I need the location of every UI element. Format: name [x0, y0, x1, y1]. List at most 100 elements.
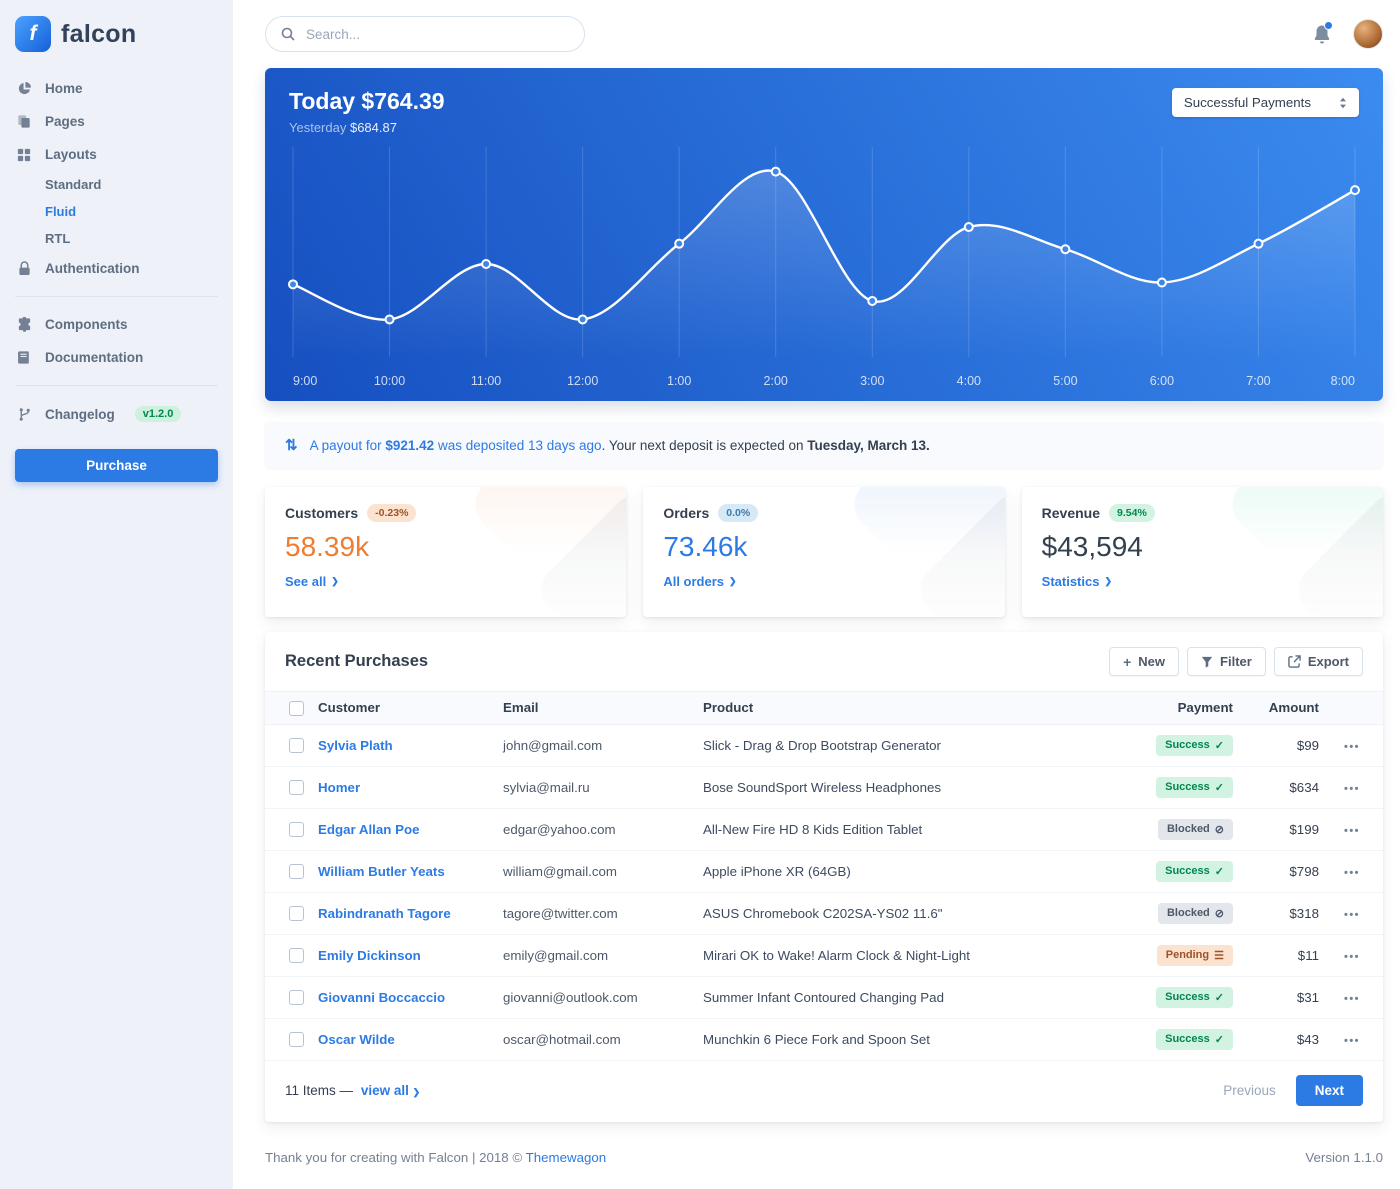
filter-funnel-icon	[1201, 656, 1213, 668]
customer-link[interactable]: Giovanni Boccaccio	[318, 989, 446, 1005]
column-header-customer[interactable]: Customer	[306, 691, 491, 725]
yesterday-total: Yesterday $684.87	[289, 120, 397, 135]
payment-status-badge: Success ✓	[1156, 1028, 1233, 1050]
chart-wrap: 9:00 10:00 11:00 12:00 1:00 2:00 3:00 4:00 5:00 6…	[265, 135, 1383, 397]
table-header-row: Customer Email Product Payment Amount	[265, 691, 1383, 725]
stat-link[interactable]: Statistics ❯	[1041, 574, 1113, 589]
previous-button[interactable]: Previous	[1223, 1082, 1276, 1098]
row-checkbox[interactable]	[289, 864, 304, 880]
new-button[interactable]: + New	[1109, 647, 1180, 676]
search-input[interactable]	[304, 25, 569, 43]
sidebar-item-label: Components	[45, 317, 128, 332]
row-actions-button[interactable]: •••	[1343, 992, 1361, 1005]
sidebar-item-components[interactable]: Components	[15, 308, 218, 341]
chart-x-label: 5:00	[1053, 374, 1077, 388]
view-all-link[interactable]: view all ❯	[360, 1082, 421, 1098]
row-checkbox[interactable]	[289, 906, 304, 922]
row-actions-button[interactable]: •••	[1343, 824, 1361, 837]
sidebar-item-rtl[interactable]: RTL	[45, 231, 71, 246]
themewagon-link[interactable]: Themewagon	[525, 1149, 607, 1165]
sidebar-item-label: Pages	[45, 114, 85, 129]
chart-x-label: 7:00	[1246, 374, 1270, 388]
row-actions-button[interactable]: •••	[1343, 740, 1361, 753]
chart-point-marker	[577, 314, 588, 325]
main-content: Today $764.39 Yesterday $684.87 Successf…	[233, 0, 1400, 1189]
amount-cell: $31	[1253, 976, 1331, 1019]
email-cell: emily@gmail.com	[491, 934, 691, 977]
purchase-row: Homer sylvia@mail.ru Bose SoundSport Wirel…	[265, 766, 1383, 809]
stat-title: Revenue	[1041, 505, 1101, 521]
chart-point-marker	[963, 222, 974, 233]
sidebar-item-changelog[interactable]: Changelog v1.2.0	[15, 397, 218, 431]
email-cell: giovanni@outlook.com	[491, 976, 691, 1019]
stat-title: Customers	[285, 505, 359, 521]
filter-button[interactable]: Filter	[1187, 647, 1266, 676]
payment-status-badge: Success ✓	[1156, 776, 1233, 798]
select-all-checkbox[interactable]	[289, 700, 304, 716]
page-footer: Thank you for creating with Falcon | 201…	[265, 1150, 1383, 1165]
sidebar-item-home[interactable]: Home	[15, 72, 218, 105]
chart-point-marker	[867, 295, 878, 306]
sidebar-item-authentication[interactable]: Authentication	[15, 252, 218, 285]
notifications-button[interactable]	[1313, 21, 1333, 44]
payment-status-badge: Blocked ⊘	[1157, 818, 1233, 840]
success-icon: ✓	[1214, 1033, 1224, 1046]
chevron-right-icon: ❯	[729, 576, 737, 586]
customer-link[interactable]: Sylvia Plath	[318, 737, 393, 753]
stat-card: Orders 0.0% 73.46k All orders ❯	[643, 487, 1005, 617]
brand-logo[interactable]: f falcon	[15, 0, 218, 72]
row-actions-button[interactable]: •••	[1343, 782, 1361, 795]
customer-link[interactable]: Edgar Allan Poe	[318, 821, 420, 837]
layouts-submenu: Standard Fluid RTL	[15, 171, 218, 252]
stat-title: Orders	[663, 505, 710, 521]
sidebar-item-documentation[interactable]: Documentation	[15, 341, 218, 374]
payout-link[interactable]: A payout for $921.42 was deposited 13 da…	[309, 437, 602, 453]
row-actions-button[interactable]: •••	[1343, 866, 1361, 879]
export-button[interactable]: Export	[1273, 647, 1363, 676]
row-actions-button[interactable]: •••	[1343, 1034, 1361, 1047]
sidebar-item-standard[interactable]: Standard	[45, 177, 102, 192]
user-avatar[interactable]	[1353, 19, 1383, 49]
customer-link[interactable]: Homer	[318, 779, 361, 795]
sidebar: f falcon Home Pages Layouts	[0, 0, 233, 1189]
payment-status-badge: Blocked ⊘	[1157, 902, 1233, 924]
sidebar-nav: Home Pages Layouts Standard Fluid RTL	[15, 72, 218, 482]
stat-card: Revenue 9.54% $43,594 Statistics ❯	[1021, 487, 1383, 617]
row-actions-button[interactable]: •••	[1343, 908, 1361, 921]
row-checkbox[interactable]	[289, 948, 304, 964]
row-checkbox[interactable]	[289, 738, 304, 754]
purchase-button[interactable]: Purchase	[15, 449, 218, 482]
row-checkbox[interactable]	[289, 1032, 304, 1048]
customer-link[interactable]: Oscar Wilde	[318, 1031, 395, 1047]
column-header-product[interactable]: Product	[691, 691, 1093, 725]
product-cell: Bose SoundSport Wireless Headphones	[691, 766, 1093, 809]
sort-arrows-icon	[1339, 97, 1347, 109]
sidebar-item-pages[interactable]: Pages	[15, 105, 218, 138]
chart-point-marker	[1350, 185, 1360, 196]
stat-link[interactable]: See all ❯	[285, 574, 339, 589]
column-header-email[interactable]: Email	[491, 691, 691, 725]
column-header-amount[interactable]: Amount	[1253, 691, 1331, 725]
column-header-payment[interactable]: Payment	[1093, 691, 1253, 725]
payments-card: Today $764.39 Yesterday $684.87 Successf…	[265, 68, 1383, 401]
payments-filter-select[interactable]: Successful Payments	[1171, 88, 1359, 117]
export-icon	[1288, 655, 1301, 668]
email-cell: oscar@hotmail.com	[491, 1018, 691, 1061]
row-actions-button[interactable]: •••	[1343, 950, 1361, 963]
sidebar-item-fluid[interactable]: Fluid	[45, 204, 77, 219]
customer-link[interactable]: Rabindranath Tagore	[318, 905, 451, 921]
row-checkbox[interactable]	[289, 822, 304, 838]
chart-x-label: 1:00	[667, 374, 691, 388]
product-cell: ASUS Chromebook C202SA-YS02 11.6"	[691, 892, 1093, 935]
next-button[interactable]: Next	[1295, 1074, 1363, 1106]
row-checkbox[interactable]	[289, 780, 304, 796]
stat-link[interactable]: All orders ❯	[663, 574, 737, 589]
customer-link[interactable]: William Butler Yeats	[318, 863, 445, 879]
footer-credit: Thank you for creating with Falcon | 201…	[265, 1149, 607, 1165]
search-icon	[281, 27, 295, 41]
row-checkbox[interactable]	[289, 990, 304, 1006]
sidebar-item-layouts[interactable]: Layouts	[15, 138, 218, 171]
customer-link[interactable]: Emily Dickinson	[318, 947, 421, 963]
stat-badge: -0.23%	[367, 504, 417, 522]
footer-version: Version 1.1.0	[1305, 1149, 1383, 1165]
